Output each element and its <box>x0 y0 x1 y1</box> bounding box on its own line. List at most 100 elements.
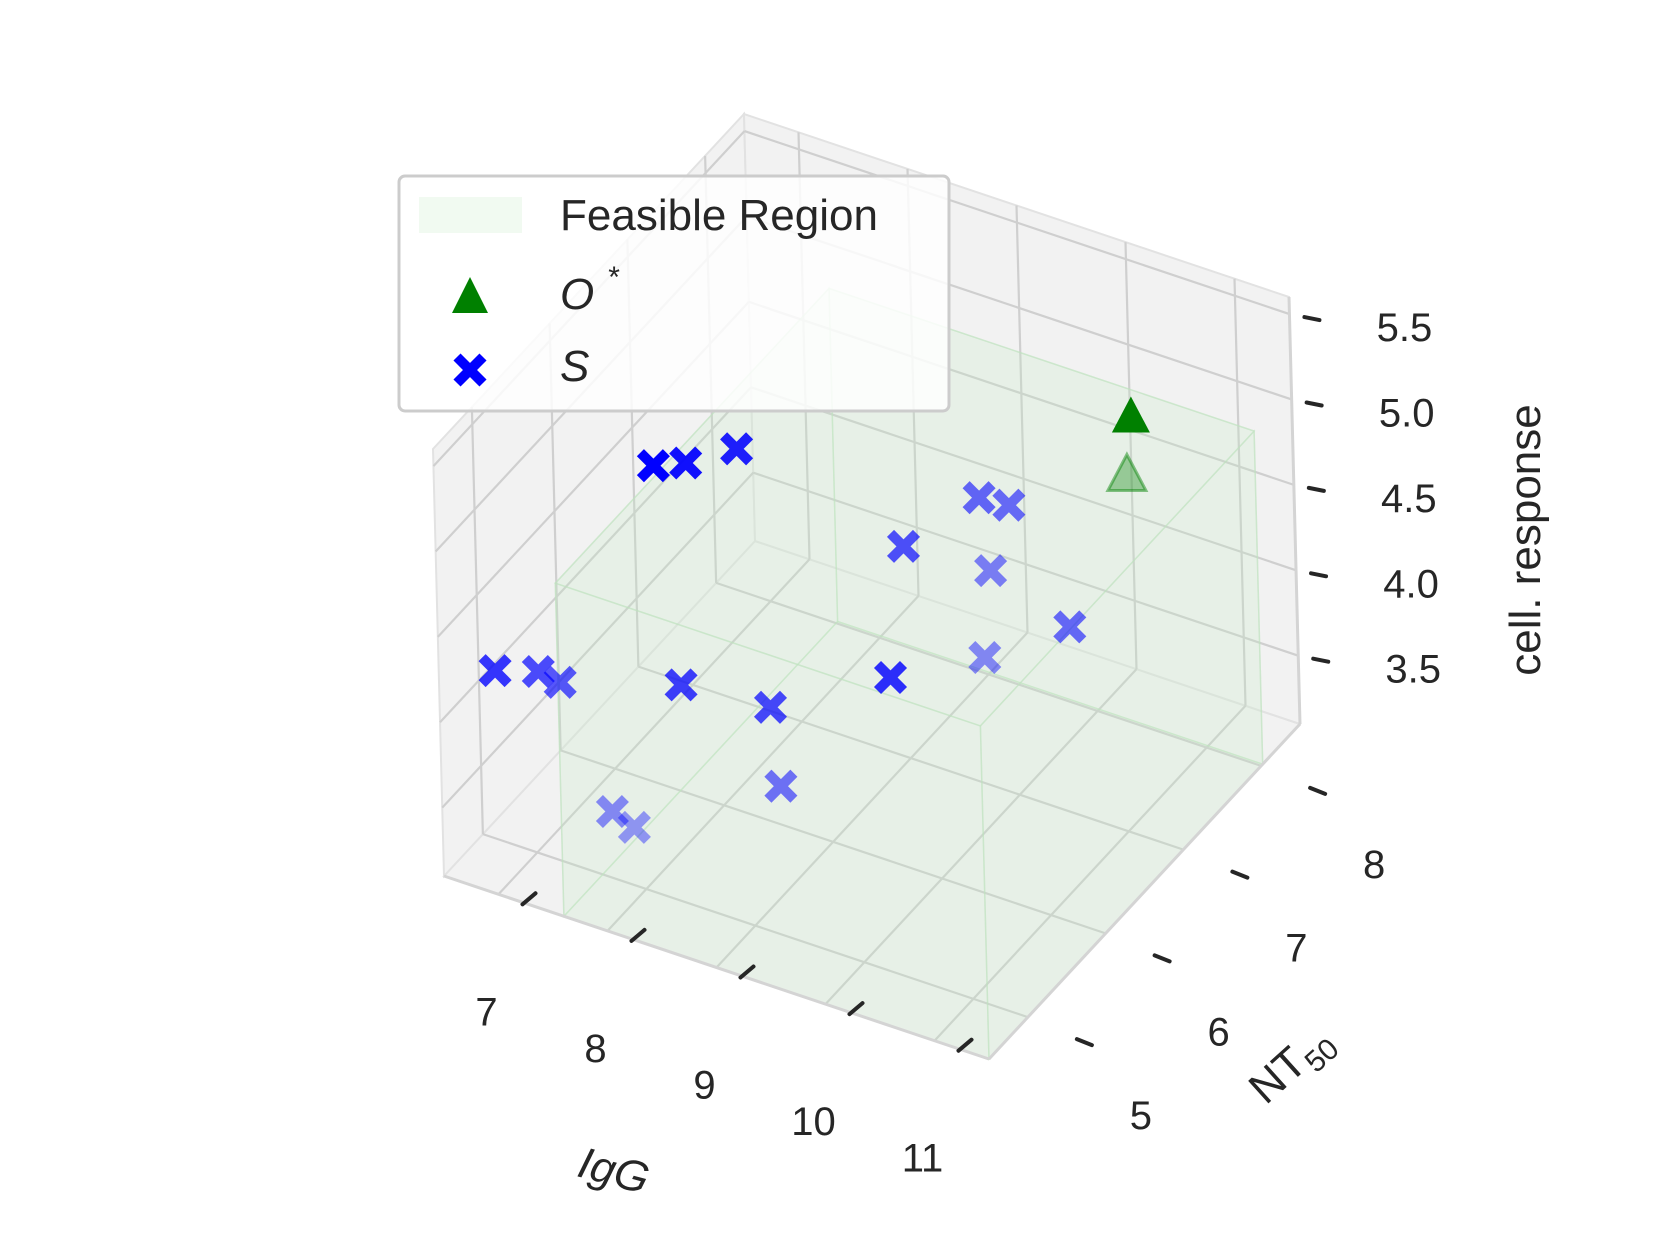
z-tick-label: 4.5 <box>1381 477 1437 521</box>
sample-point <box>595 794 629 829</box>
legend-optimum-label: O * <box>560 261 620 319</box>
z-tick-mark <box>1302 315 1322 323</box>
legend: Feasible Region O * S <box>397 174 951 413</box>
sample-point <box>543 665 577 699</box>
data-points <box>478 396 1150 844</box>
sample-point <box>669 446 703 480</box>
sample-point-stroke <box>595 794 629 829</box>
y-tick-mark <box>1152 953 1172 964</box>
x-tick-label: 8 <box>584 1027 606 1071</box>
x-tick-mark <box>956 1037 974 1053</box>
x-tick-label: 10 <box>791 1100 836 1144</box>
legend-optimum-symbol: O <box>560 270 594 319</box>
sample-point-stroke <box>753 690 788 724</box>
sample-point-stroke <box>617 810 651 844</box>
sample-point <box>753 690 788 724</box>
sample-point-stroke <box>968 640 1002 675</box>
z-tick-label: 5.5 <box>1377 306 1433 350</box>
legend-optimum-marker <box>452 277 488 313</box>
sample-point <box>720 432 754 466</box>
sample-point-stroke <box>992 488 1026 522</box>
x-tick-mark <box>847 1001 865 1017</box>
gridline-z-back <box>752 471 1299 657</box>
sample-point <box>873 660 908 695</box>
gridline-x-floor <box>497 558 811 896</box>
sample-point-stroke <box>962 481 996 515</box>
gridline-x-back <box>1015 205 1029 633</box>
z-tick-mark <box>1304 400 1324 408</box>
y-tick-label: 6 <box>1208 1010 1230 1054</box>
gridline-y-floor <box>638 665 1184 851</box>
z-axis-label: cell. response <box>1501 404 1550 675</box>
sample-point <box>617 810 651 844</box>
gridline-x-back <box>1233 278 1247 706</box>
sample-point <box>962 481 996 515</box>
legend-box <box>397 174 951 413</box>
x-tick-mark <box>520 891 538 907</box>
y-tick-label: 5 <box>1130 1094 1152 1138</box>
sample-point-stroke <box>720 432 754 466</box>
feasible-region <box>553 286 1265 1061</box>
gridline-x-floor <box>933 704 1247 1042</box>
sample-point <box>1053 610 1087 644</box>
y-tick-mark <box>1074 1037 1094 1048</box>
sample-point <box>664 668 698 702</box>
z-axis-line <box>1287 296 1302 725</box>
sample-point <box>478 654 512 688</box>
sample-point <box>521 654 555 689</box>
gridline-z-back <box>750 386 1297 572</box>
gridline-y-left <box>470 407 484 835</box>
gridline-x-floor <box>715 631 1029 969</box>
gridline-z-back <box>744 130 1290 316</box>
x-axis-line <box>443 874 990 1061</box>
sample-point <box>992 488 1026 522</box>
y-axis-line <box>987 722 1302 1061</box>
gridline-x-floor <box>824 668 1138 1005</box>
sample-point-stroke <box>669 446 703 480</box>
sample-point-stroke <box>664 668 698 702</box>
x-tick-label: 7 <box>475 990 497 1034</box>
optimum-point <box>1111 396 1150 433</box>
sample-point <box>764 769 798 803</box>
sample-point <box>968 640 1002 675</box>
sample-point-stroke <box>636 449 670 483</box>
x-axis-label: IgG <box>573 1138 654 1204</box>
gridline-y-floor <box>560 749 1106 935</box>
sample-point-stroke <box>886 529 921 563</box>
legend-optimum-superscript: * <box>608 261 620 294</box>
z-tick-mark <box>1306 485 1326 493</box>
sample-point-stroke <box>543 665 577 699</box>
legend-samples-label: S <box>560 342 589 391</box>
sample-point-stroke <box>521 654 555 689</box>
x-tick-mark <box>629 927 647 943</box>
y-tick-mark <box>1308 785 1328 796</box>
z-tick-label: 3.5 <box>1385 648 1441 692</box>
axis-ticks: 7 8 9 10 11 5 6 7 8 3.5 4.0 4.5 5.0 5.5 <box>443 296 1441 1181</box>
sample-point-stroke <box>968 640 1002 675</box>
sample-point-stroke <box>617 810 651 844</box>
gridline-x-back <box>1124 242 1138 670</box>
x-tick-label: 9 <box>693 1064 715 1108</box>
x-tick-label: 11 <box>902 1137 944 1181</box>
legend-samples-marker <box>453 353 487 387</box>
y-axis-label: NT50 <box>1240 1015 1346 1118</box>
sample-point-stroke <box>873 660 908 695</box>
sample-point-stroke <box>764 769 798 803</box>
y-tick-label: 8 <box>1363 843 1385 887</box>
z-tick-label: 4.0 <box>1383 562 1439 606</box>
gridline-y-floor <box>715 581 1262 767</box>
sample-point-stroke <box>974 554 1008 588</box>
gridline-z-left <box>441 471 755 809</box>
optimum-point-shadow <box>1105 451 1149 492</box>
sample-point-stroke <box>595 794 629 829</box>
legend-feasible-label: Feasible Region <box>560 191 878 240</box>
y-tick-mark <box>1230 869 1250 880</box>
y-tick-label: 7 <box>1285 927 1307 971</box>
sample-point <box>636 449 670 483</box>
sample-point <box>974 554 1008 588</box>
x-tick-mark <box>738 964 756 980</box>
gridline-x-floor <box>606 595 920 932</box>
sample-point-stroke <box>974 554 1008 588</box>
gridline-y-floor <box>482 833 1029 1019</box>
